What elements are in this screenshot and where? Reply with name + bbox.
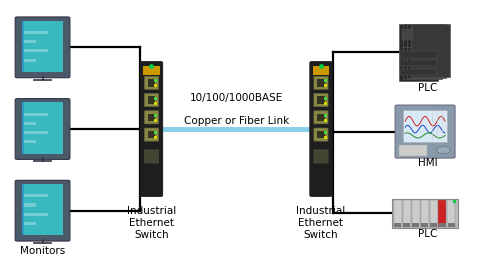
Bar (23, 59, 36, 62)
Text: HMI: HMI (418, 158, 437, 168)
FancyBboxPatch shape (314, 111, 328, 124)
FancyBboxPatch shape (144, 111, 159, 124)
FancyBboxPatch shape (403, 110, 447, 142)
Bar (438, 200, 447, 227)
Bar (399, 145, 427, 156)
FancyBboxPatch shape (314, 94, 328, 107)
FancyBboxPatch shape (144, 150, 159, 163)
Text: Monitors: Monitors (20, 246, 65, 256)
FancyBboxPatch shape (314, 76, 328, 89)
FancyBboxPatch shape (399, 24, 438, 81)
FancyBboxPatch shape (22, 184, 63, 236)
Bar (403, 200, 411, 227)
Text: Industrial
Ethernet
Switch: Industrial Ethernet Switch (297, 206, 346, 240)
Text: Industrial
Ethernet
Switch: Industrial Ethernet Switch (127, 206, 176, 240)
Text: PLC: PLC (418, 229, 437, 239)
Bar (23, 113, 48, 116)
FancyBboxPatch shape (407, 24, 446, 79)
Bar (148, 114, 155, 121)
FancyBboxPatch shape (411, 24, 450, 77)
Bar (439, 223, 446, 227)
Bar (430, 200, 437, 227)
Bar (23, 194, 48, 197)
Bar (394, 200, 402, 227)
FancyBboxPatch shape (395, 105, 455, 158)
Bar (412, 223, 419, 227)
Text: PLC: PLC (418, 83, 437, 93)
Bar (400, 60, 437, 67)
Circle shape (437, 147, 450, 154)
Bar (448, 223, 455, 227)
Bar (23, 122, 36, 125)
FancyBboxPatch shape (314, 150, 328, 163)
Text: 10/100/1000BASE: 10/100/1000BASE (189, 94, 283, 103)
FancyBboxPatch shape (15, 17, 70, 78)
FancyBboxPatch shape (310, 62, 332, 196)
FancyBboxPatch shape (15, 180, 70, 241)
Bar (412, 200, 420, 227)
Bar (143, 66, 160, 75)
Bar (402, 29, 413, 40)
Bar (148, 131, 155, 138)
Bar (403, 223, 410, 227)
Text: Copper or Fiber Link: Copper or Fiber Link (184, 116, 289, 126)
Bar (148, 96, 155, 104)
Bar (318, 79, 325, 87)
Bar (23, 40, 36, 43)
Bar (23, 222, 36, 225)
Bar (318, 96, 325, 104)
FancyBboxPatch shape (140, 62, 163, 196)
Bar (22, 21, 24, 72)
Bar (318, 114, 325, 121)
Bar (22, 102, 24, 154)
FancyBboxPatch shape (22, 102, 63, 154)
FancyBboxPatch shape (144, 94, 159, 107)
FancyBboxPatch shape (393, 199, 458, 228)
Bar (400, 51, 437, 57)
Bar (421, 200, 429, 227)
Bar (23, 140, 36, 144)
FancyBboxPatch shape (144, 128, 159, 141)
FancyBboxPatch shape (314, 128, 328, 141)
Bar (313, 66, 329, 75)
Bar (23, 204, 36, 206)
Bar (23, 213, 48, 216)
FancyBboxPatch shape (403, 24, 442, 80)
FancyBboxPatch shape (15, 99, 70, 159)
Bar (400, 69, 437, 75)
Bar (23, 49, 48, 53)
Bar (318, 131, 325, 138)
FancyBboxPatch shape (144, 76, 159, 89)
Bar (430, 223, 437, 227)
Bar (394, 223, 401, 227)
Bar (421, 223, 428, 227)
FancyBboxPatch shape (22, 21, 63, 72)
Bar (448, 200, 455, 227)
Bar (23, 31, 48, 34)
Bar (23, 131, 48, 134)
Bar (22, 184, 24, 236)
Bar (148, 79, 155, 87)
